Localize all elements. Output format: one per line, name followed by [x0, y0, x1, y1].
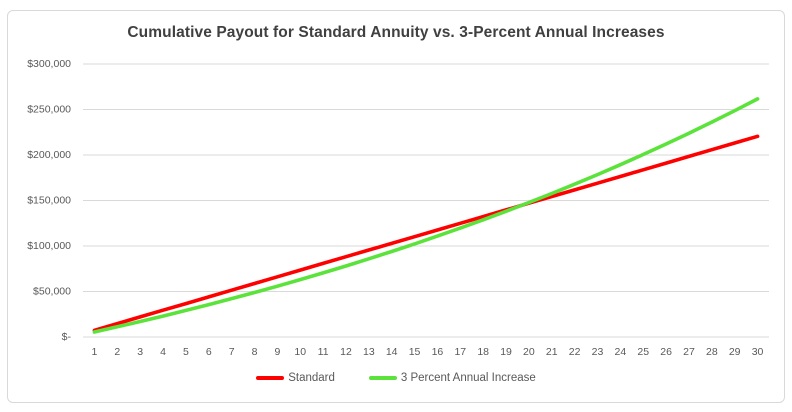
- x-axis-tick-label: 25: [637, 346, 649, 358]
- y-axis-tick-label: $250,000: [27, 104, 71, 116]
- y-axis-tick-label: $300,000: [27, 58, 71, 70]
- x-axis-tick-label: 16: [432, 346, 444, 358]
- y-axis-tick-label: $-: [62, 331, 72, 343]
- chart-legend: Standard 3 Percent Annual Increase: [8, 372, 784, 384]
- x-axis-tick-label: 4: [160, 346, 166, 358]
- x-axis-tick-label: 28: [706, 346, 718, 358]
- x-axis-tick-label: 2: [114, 346, 120, 358]
- legend-label-standard: Standard: [288, 372, 335, 384]
- legend-swatch-standard: [256, 376, 285, 380]
- chart-card: Cumulative Payout for Standard Annuity v…: [7, 10, 785, 403]
- chart-title: Cumulative Payout for Standard Annuity v…: [127, 24, 665, 41]
- x-axis-tick-label: 9: [274, 346, 280, 358]
- y-axis-tick-label: $100,000: [27, 240, 71, 252]
- x-axis-tick-label: 13: [363, 346, 375, 358]
- legend-item-standard: Standard: [256, 372, 335, 384]
- x-axis-tick-label: 29: [729, 346, 741, 358]
- x-axis-tick-label: 5: [183, 346, 189, 358]
- x-axis-tick-label: 3: [137, 346, 143, 358]
- x-axis-tick-label: 11: [318, 346, 329, 358]
- x-axis-tick-label: 8: [252, 346, 258, 358]
- x-axis-tick-label: 19: [500, 346, 512, 358]
- x-axis-tick-label: 17: [454, 346, 466, 358]
- x-axis-tick-label: 15: [409, 346, 421, 358]
- series-line-standard: [92, 134, 760, 333]
- chart-plot-area: $- $50,000 $100,000 $150,000 $200,000 $250,00…: [27, 58, 769, 358]
- x-axis-tick-label: 10: [294, 346, 306, 358]
- series-line-increase: [92, 97, 760, 334]
- x-axis-tick-label: 21: [546, 346, 558, 358]
- x-axis-tick-label: 27: [683, 346, 695, 358]
- x-axis-tick-label: 26: [660, 346, 672, 358]
- x-axis-tick-label: 18: [477, 346, 489, 358]
- x-axis-tick-label: 24: [615, 346, 627, 358]
- x-axis-tick-label: 30: [752, 346, 764, 358]
- y-axis-tick-label: $150,000: [27, 195, 71, 207]
- legend-item-increase: 3 Percent Annual Increase: [368, 372, 536, 384]
- x-axis-tick-label: 23: [592, 346, 604, 358]
- x-axis-tick-label: 20: [523, 346, 535, 358]
- x-axis-tick-label: 14: [386, 346, 398, 358]
- x-axis-tick-label: 7: [229, 346, 235, 358]
- x-axis-tick-label: 6: [206, 346, 212, 358]
- y-axis-tick-label: $50,000: [33, 286, 71, 298]
- x-axis-tick-label: 1: [92, 346, 98, 358]
- legend-label-increase: 3 Percent Annual Increase: [400, 372, 536, 384]
- x-axis-tick-label: 22: [569, 346, 581, 358]
- legend-swatch-increase: [368, 376, 397, 380]
- x-axis-tick-label: 12: [340, 346, 352, 358]
- y-axis-tick-label: $200,000: [27, 149, 71, 161]
